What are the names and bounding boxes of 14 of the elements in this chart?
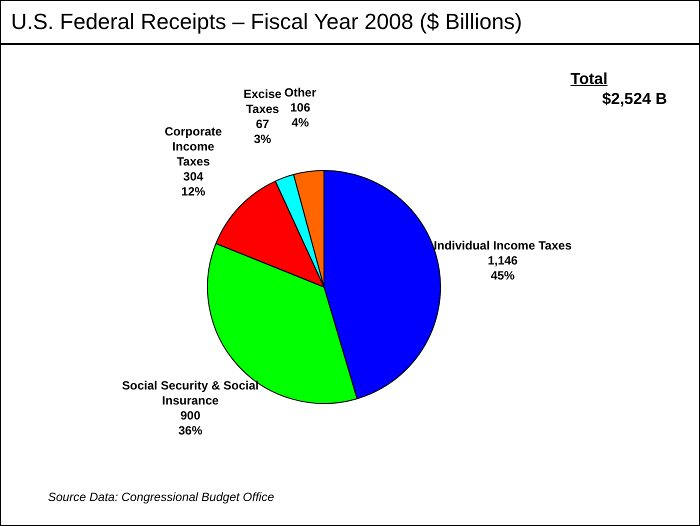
text: Total [569, 71, 609, 89]
chart-title: U.S. Federal Receipts – Fiscal Year 2008 ($ Billions) [1, 1, 699, 45]
data-label: 67 3% [254, 117, 272, 146]
data-label: 106 4% [290, 100, 311, 130]
data-label: 900 36% [178, 408, 203, 438]
data-label: 304 12% [181, 170, 206, 199]
data-label: 1,146 45% [488, 253, 518, 282]
text: $2,524 B [601, 91, 667, 109]
source-note: Source Data: Congressional Budget Office [48, 490, 274, 504]
slice-label: Excise Taxes [244, 87, 282, 116]
slice-label: Corporate Income Taxes [164, 124, 222, 169]
slice-label: Other [284, 85, 317, 100]
slice-label: Social Security & Social Insurance [122, 378, 259, 408]
slice-label: Individual Income Taxes [434, 238, 572, 252]
